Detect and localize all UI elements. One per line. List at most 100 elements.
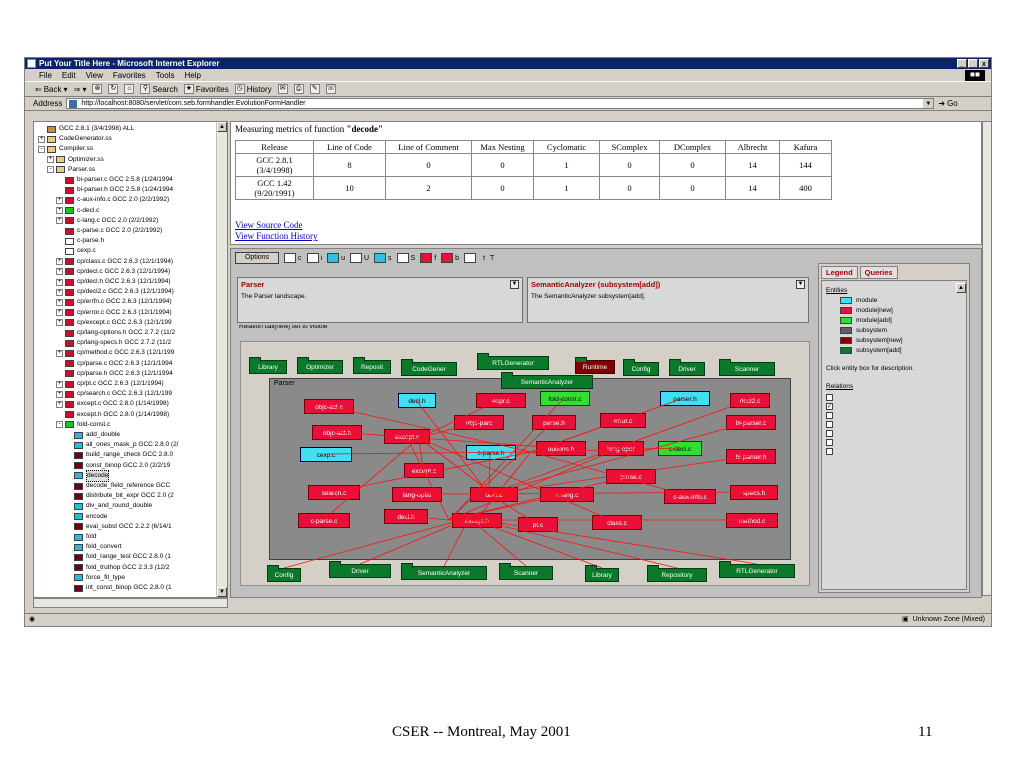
subsystem-node[interactable]: CodeGener xyxy=(401,359,457,376)
menu-favorites[interactable]: Favorites xyxy=(112,70,146,80)
tree-item[interactable]: - fold-const.c xyxy=(56,420,110,430)
file-node[interactable]: c-parse.c xyxy=(298,513,350,528)
subsystem-node[interactable]: SemanticAnalyzer xyxy=(401,563,487,580)
collapse-icon[interactable]: - xyxy=(47,166,54,174)
subsystem-node[interactable]: Driver xyxy=(669,359,705,376)
mail-icon[interactable]: ✉ xyxy=(277,84,288,94)
collapse-icon[interactable]: - xyxy=(38,145,45,153)
file-node[interactable]: parse.h xyxy=(532,415,576,430)
tree-item[interactable]: + c-lang.c GCC 2.0 (2/2/1992) xyxy=(56,216,158,226)
subsystem-node[interactable]: Scanner xyxy=(719,359,775,376)
view-toggle[interactable]: S xyxy=(396,253,415,263)
panel-dropdown-icon[interactable]: ▼ xyxy=(510,280,519,289)
expand-icon[interactable]: + xyxy=(56,400,63,408)
legend-entry[interactable]: subsystem[new] xyxy=(840,337,903,344)
expand-icon[interactable]: + xyxy=(56,258,63,266)
menu-tools[interactable]: Tools xyxy=(155,70,175,80)
legend-entry[interactable]: subsystem[add] xyxy=(840,347,902,354)
legend-entry[interactable]: module xyxy=(840,297,877,304)
tree-item[interactable]: - Parser.ss xyxy=(47,165,95,175)
tree-item[interactable]: + CodeGenerator.ss xyxy=(38,134,112,144)
file-node[interactable]: except.c xyxy=(404,463,444,478)
file-node[interactable]: except.h xyxy=(452,513,502,528)
file-node[interactable]: parse.c xyxy=(606,469,656,484)
file-node[interactable]: decl2.c xyxy=(730,393,770,408)
collapse-icon[interactable]: - xyxy=(56,421,63,429)
tree-item[interactable]: - Compiler.ss xyxy=(38,144,93,154)
tree-item[interactable]: build_range_check GCC 2.8.0 xyxy=(65,450,173,460)
page-vertical-scrollbar[interactable] xyxy=(982,121,992,596)
tree-item[interactable]: cp/lang-specs.h GCC 2.7.2 (11/2 xyxy=(56,338,171,348)
legend-entry[interactable]: module[add] xyxy=(840,317,892,324)
file-node[interactable]: decl.h xyxy=(384,509,428,524)
subsystem-node[interactable]: Config xyxy=(623,359,659,376)
tree-item[interactable]: div_and_round_double xyxy=(65,501,152,511)
tree-item[interactable]: decode xyxy=(65,469,110,482)
forward-button[interactable]: ⇒ ▾ xyxy=(73,84,87,94)
subsystem-node[interactable]: Optimizer xyxy=(297,357,343,374)
expand-icon[interactable]: + xyxy=(56,390,63,398)
view-history-link[interactable]: View Function History xyxy=(235,231,318,241)
parser-subsystem-box[interactable]: Parser objc-act.c decl.h expr.c fold-const.… xyxy=(269,378,791,560)
file-node[interactable]: c-lang.c xyxy=(540,487,594,502)
tree-item[interactable]: + cp/except.c GCC 2.6.3 (12/1/199 xyxy=(56,318,172,328)
tree-item[interactable]: + cp/decl2.c GCC 2.6.3 (12/1/1994) xyxy=(56,287,174,297)
subsystem-node[interactable]: RTLGenerator xyxy=(477,353,549,370)
tree-item[interactable]: cp/lang-options.h GCC 2.7.2 (11/2 xyxy=(56,328,175,338)
tree-item[interactable]: + c-decl.c xyxy=(56,206,99,216)
subsystem-node[interactable]: Library xyxy=(585,565,619,582)
file-node[interactable]: lang-oper xyxy=(598,441,644,456)
tree-item[interactable]: + cp/class.c GCC 2.6.3 (12/1/1994) xyxy=(56,257,173,267)
view-toggle[interactable]: c xyxy=(284,253,302,263)
tree-item[interactable]: cp/parse.c GCC 2.6.3 (12/1/1994 xyxy=(56,359,172,369)
legend-entry[interactable]: subsystem xyxy=(840,327,887,334)
file-node[interactable]: objc-parc xyxy=(454,415,504,430)
favorites-button[interactable]: ★ Favorites xyxy=(183,84,229,94)
address-input[interactable]: http://localhost:8080/servlet/com.seb.fo… xyxy=(66,98,935,109)
expand-icon[interactable]: + xyxy=(47,156,54,164)
back-button[interactable]: ⇐ Back ▾ xyxy=(35,84,68,94)
subsystem-node[interactable]: Runtime xyxy=(575,357,615,374)
refresh-icon[interactable]: ↻ xyxy=(108,84,119,94)
subsystem-node[interactable]: Reposit xyxy=(353,357,391,374)
subsystem-node[interactable]: Scanner xyxy=(499,563,553,580)
file-node[interactable]: expr.c xyxy=(476,393,526,408)
relation-checkbox[interactable] xyxy=(826,421,833,428)
close-button[interactable]: x xyxy=(979,59,989,68)
relation-checkbox[interactable] xyxy=(826,412,833,419)
options-button[interactable]: Options xyxy=(235,252,279,264)
file-node[interactable]: lang-optio xyxy=(392,487,442,502)
tree-item[interactable]: decode_field_reference GCC xyxy=(65,481,170,491)
tree-item[interactable]: + cp/search.c GCC 2.6.3 (12/1/199 xyxy=(56,389,172,399)
tree-item[interactable]: GCC 2.8.1 (3/4/1998) ALL xyxy=(38,124,134,134)
go-button[interactable]: ➜ Go xyxy=(938,99,958,108)
minimize-button[interactable]: _ xyxy=(957,59,967,68)
tab-queries[interactable]: Queries xyxy=(859,266,898,279)
file-node[interactable]: fold-const.c xyxy=(540,391,590,406)
expand-icon[interactable]: + xyxy=(56,349,63,357)
tree-item[interactable]: fold_range_test GCC 2.8.0 (1 xyxy=(65,552,171,562)
tree-vertical-scrollbar[interactable]: ▲ ▼ xyxy=(216,122,227,597)
scroll-down-icon[interactable]: ▼ xyxy=(217,587,227,597)
file-node[interactable]: error.c xyxy=(600,413,646,428)
tree-item[interactable]: + c-aux-info.c GCC 2.0 (2/2/1992) xyxy=(56,195,169,205)
expand-icon[interactable]: + xyxy=(56,288,63,296)
scroll-up-icon[interactable]: ▲ xyxy=(217,122,227,132)
legend-entry[interactable]: module[new] xyxy=(840,307,893,314)
view-toggle[interactable]: t xyxy=(483,254,486,262)
tree-item[interactable]: cp/parse.h GCC 2.6.3 (12/1/1994 xyxy=(56,369,173,379)
file-node[interactable]: options.h xyxy=(536,441,586,456)
file-node[interactable]: c-parse.h xyxy=(466,445,516,460)
tree-item[interactable]: + cp/method.c GCC 2.6.3 (12/1/199 xyxy=(56,348,174,358)
panel-dropdown-icon[interactable]: ▼ xyxy=(796,280,805,289)
discuss-icon[interactable]: ☏ xyxy=(325,84,336,94)
file-node[interactable]: pt.c xyxy=(518,517,558,532)
file-node[interactable]: cexp.c xyxy=(300,447,352,462)
view-toggle[interactable]: u xyxy=(327,253,345,263)
file-node[interactable]: search.c xyxy=(308,485,360,500)
print-icon[interactable]: ⎙ xyxy=(293,84,304,94)
tree-item[interactable]: int_const_binop GCC 2.8.0 (1 xyxy=(65,583,172,593)
expand-icon[interactable]: + xyxy=(56,380,63,388)
tree-item[interactable]: all_ones_mask_p GCC 2.8.0 (2/ xyxy=(65,440,179,450)
menu-help[interactable]: Help xyxy=(184,70,201,80)
